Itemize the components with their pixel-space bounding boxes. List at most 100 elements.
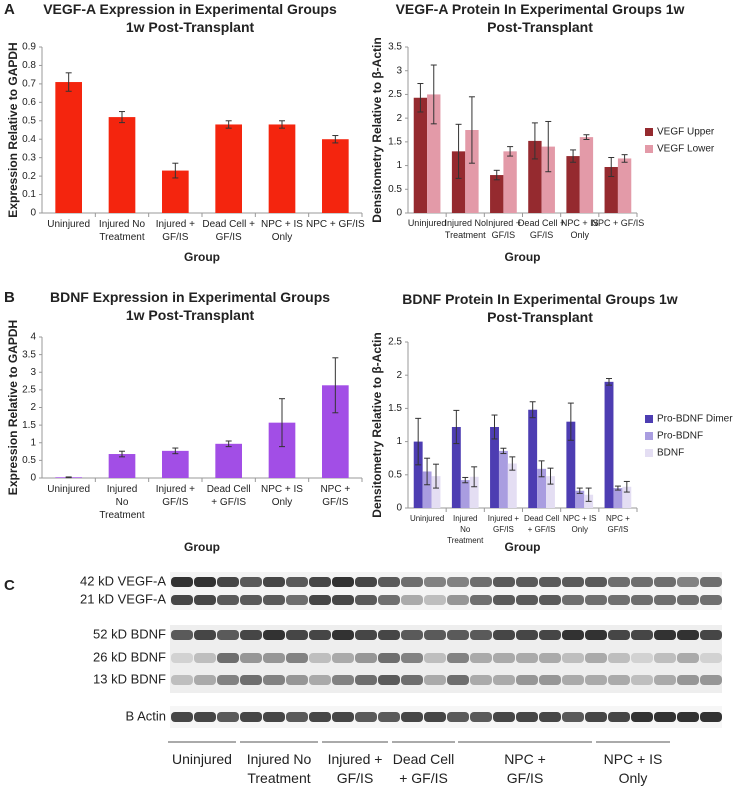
blot-band (286, 712, 308, 722)
blot-band (516, 653, 538, 663)
blot-band (332, 653, 354, 663)
blot-band (286, 653, 308, 663)
blot-band (263, 712, 285, 722)
blot-band (539, 630, 561, 640)
legend-label: VEGF Upper (657, 127, 715, 138)
error-bar (583, 134, 590, 140)
error-bar (172, 162, 179, 179)
y-tick-label: 0.9 (22, 42, 36, 53)
x-tick-label: Uninjured (47, 219, 90, 230)
bar (322, 139, 349, 213)
blot-band (654, 712, 676, 722)
blot-band (654, 630, 676, 640)
blot-band (631, 675, 653, 685)
blot-band (516, 630, 538, 640)
blot-band (263, 577, 285, 587)
error-bar (570, 149, 577, 163)
y-tick-label: 0 (30, 473, 36, 484)
error-bar (424, 457, 431, 486)
bar (503, 151, 517, 213)
y-tick-label: 0.5 (388, 184, 402, 195)
blot-band (355, 712, 377, 722)
blot-band (194, 577, 216, 587)
blot-band (516, 577, 538, 587)
bar (622, 486, 632, 508)
blot-band (539, 653, 561, 663)
blot-band (470, 675, 492, 685)
blot-band (263, 653, 285, 663)
blot-band (217, 712, 239, 722)
blot-row-label: 26 kD BDNF (93, 649, 166, 664)
legend-label: Pro-BDNF (657, 431, 703, 442)
blot-band (424, 577, 446, 587)
bar (55, 82, 82, 214)
x-tick-label: Injured No Treatment (444, 218, 486, 240)
blot-band (654, 577, 676, 587)
blot-band (493, 630, 515, 640)
bar (541, 146, 555, 213)
blot-band (332, 675, 354, 685)
blot-band (562, 577, 584, 587)
y-tick-label: 0.6 (22, 97, 36, 108)
error-bar (332, 357, 339, 414)
blot-band (470, 712, 492, 722)
blot-row-label: 52 kD BDNF (93, 626, 166, 641)
bar (507, 463, 517, 508)
blot-band (608, 630, 630, 640)
blot-band (493, 653, 515, 663)
blot-band (401, 675, 423, 685)
blot-band (562, 653, 584, 663)
bar (108, 454, 136, 478)
bar (422, 471, 432, 508)
blot-band (700, 712, 722, 722)
blot-band (447, 577, 469, 587)
x-axis-label: Group (184, 540, 220, 554)
blot-band (562, 712, 584, 722)
blot-band (217, 595, 239, 605)
blot-band (470, 653, 492, 663)
blot-band (677, 675, 699, 685)
blot-band (355, 653, 377, 663)
blot-band (677, 653, 699, 663)
chart-title: BDNF Expression in Experimental Groups 1w… (50, 289, 330, 323)
y-tick-label: 3 (30, 367, 36, 378)
blot-band (539, 675, 561, 685)
legend-swatch (645, 415, 653, 423)
error-bar (119, 111, 125, 124)
bar (451, 426, 461, 508)
blot-band (447, 595, 469, 605)
x-tick-label: Dead Cell + GF/IS (518, 218, 565, 240)
y-tick-label: 0 (30, 208, 36, 219)
blot-band (240, 595, 262, 605)
blot-band (355, 577, 377, 587)
blot-band (631, 630, 653, 640)
blot-band (700, 653, 722, 663)
bar (427, 94, 441, 213)
blot-band (424, 653, 446, 663)
blot-band (171, 712, 193, 722)
error-bar (65, 476, 72, 479)
legend-label: VEGF Lower (657, 144, 715, 155)
x-tick-label: NPC + IS Only (261, 484, 303, 508)
blot-band (240, 675, 262, 685)
error-bar (65, 72, 72, 92)
legend-label: Pro-BDNF Dimer (657, 414, 733, 425)
y-tick-label: 0.5 (22, 115, 36, 126)
blot-band (240, 712, 262, 722)
legend-label: BDNF (657, 448, 684, 459)
blot-band (309, 675, 331, 685)
x-tick-label: Injured + GF/IS (156, 219, 195, 243)
y-tick-label: 2 (396, 113, 402, 124)
y-tick-label: 2.5 (22, 385, 36, 396)
bar (579, 137, 594, 213)
bar (546, 476, 555, 508)
blot-band (171, 577, 193, 587)
blot-band (217, 653, 239, 663)
blot-group-label: Injured No Treatment (247, 751, 312, 786)
blot-band (493, 712, 515, 722)
blot-band (263, 630, 285, 640)
bar (490, 426, 499, 508)
blot-band (585, 595, 607, 605)
bar (451, 151, 466, 213)
error-bar (279, 398, 285, 448)
